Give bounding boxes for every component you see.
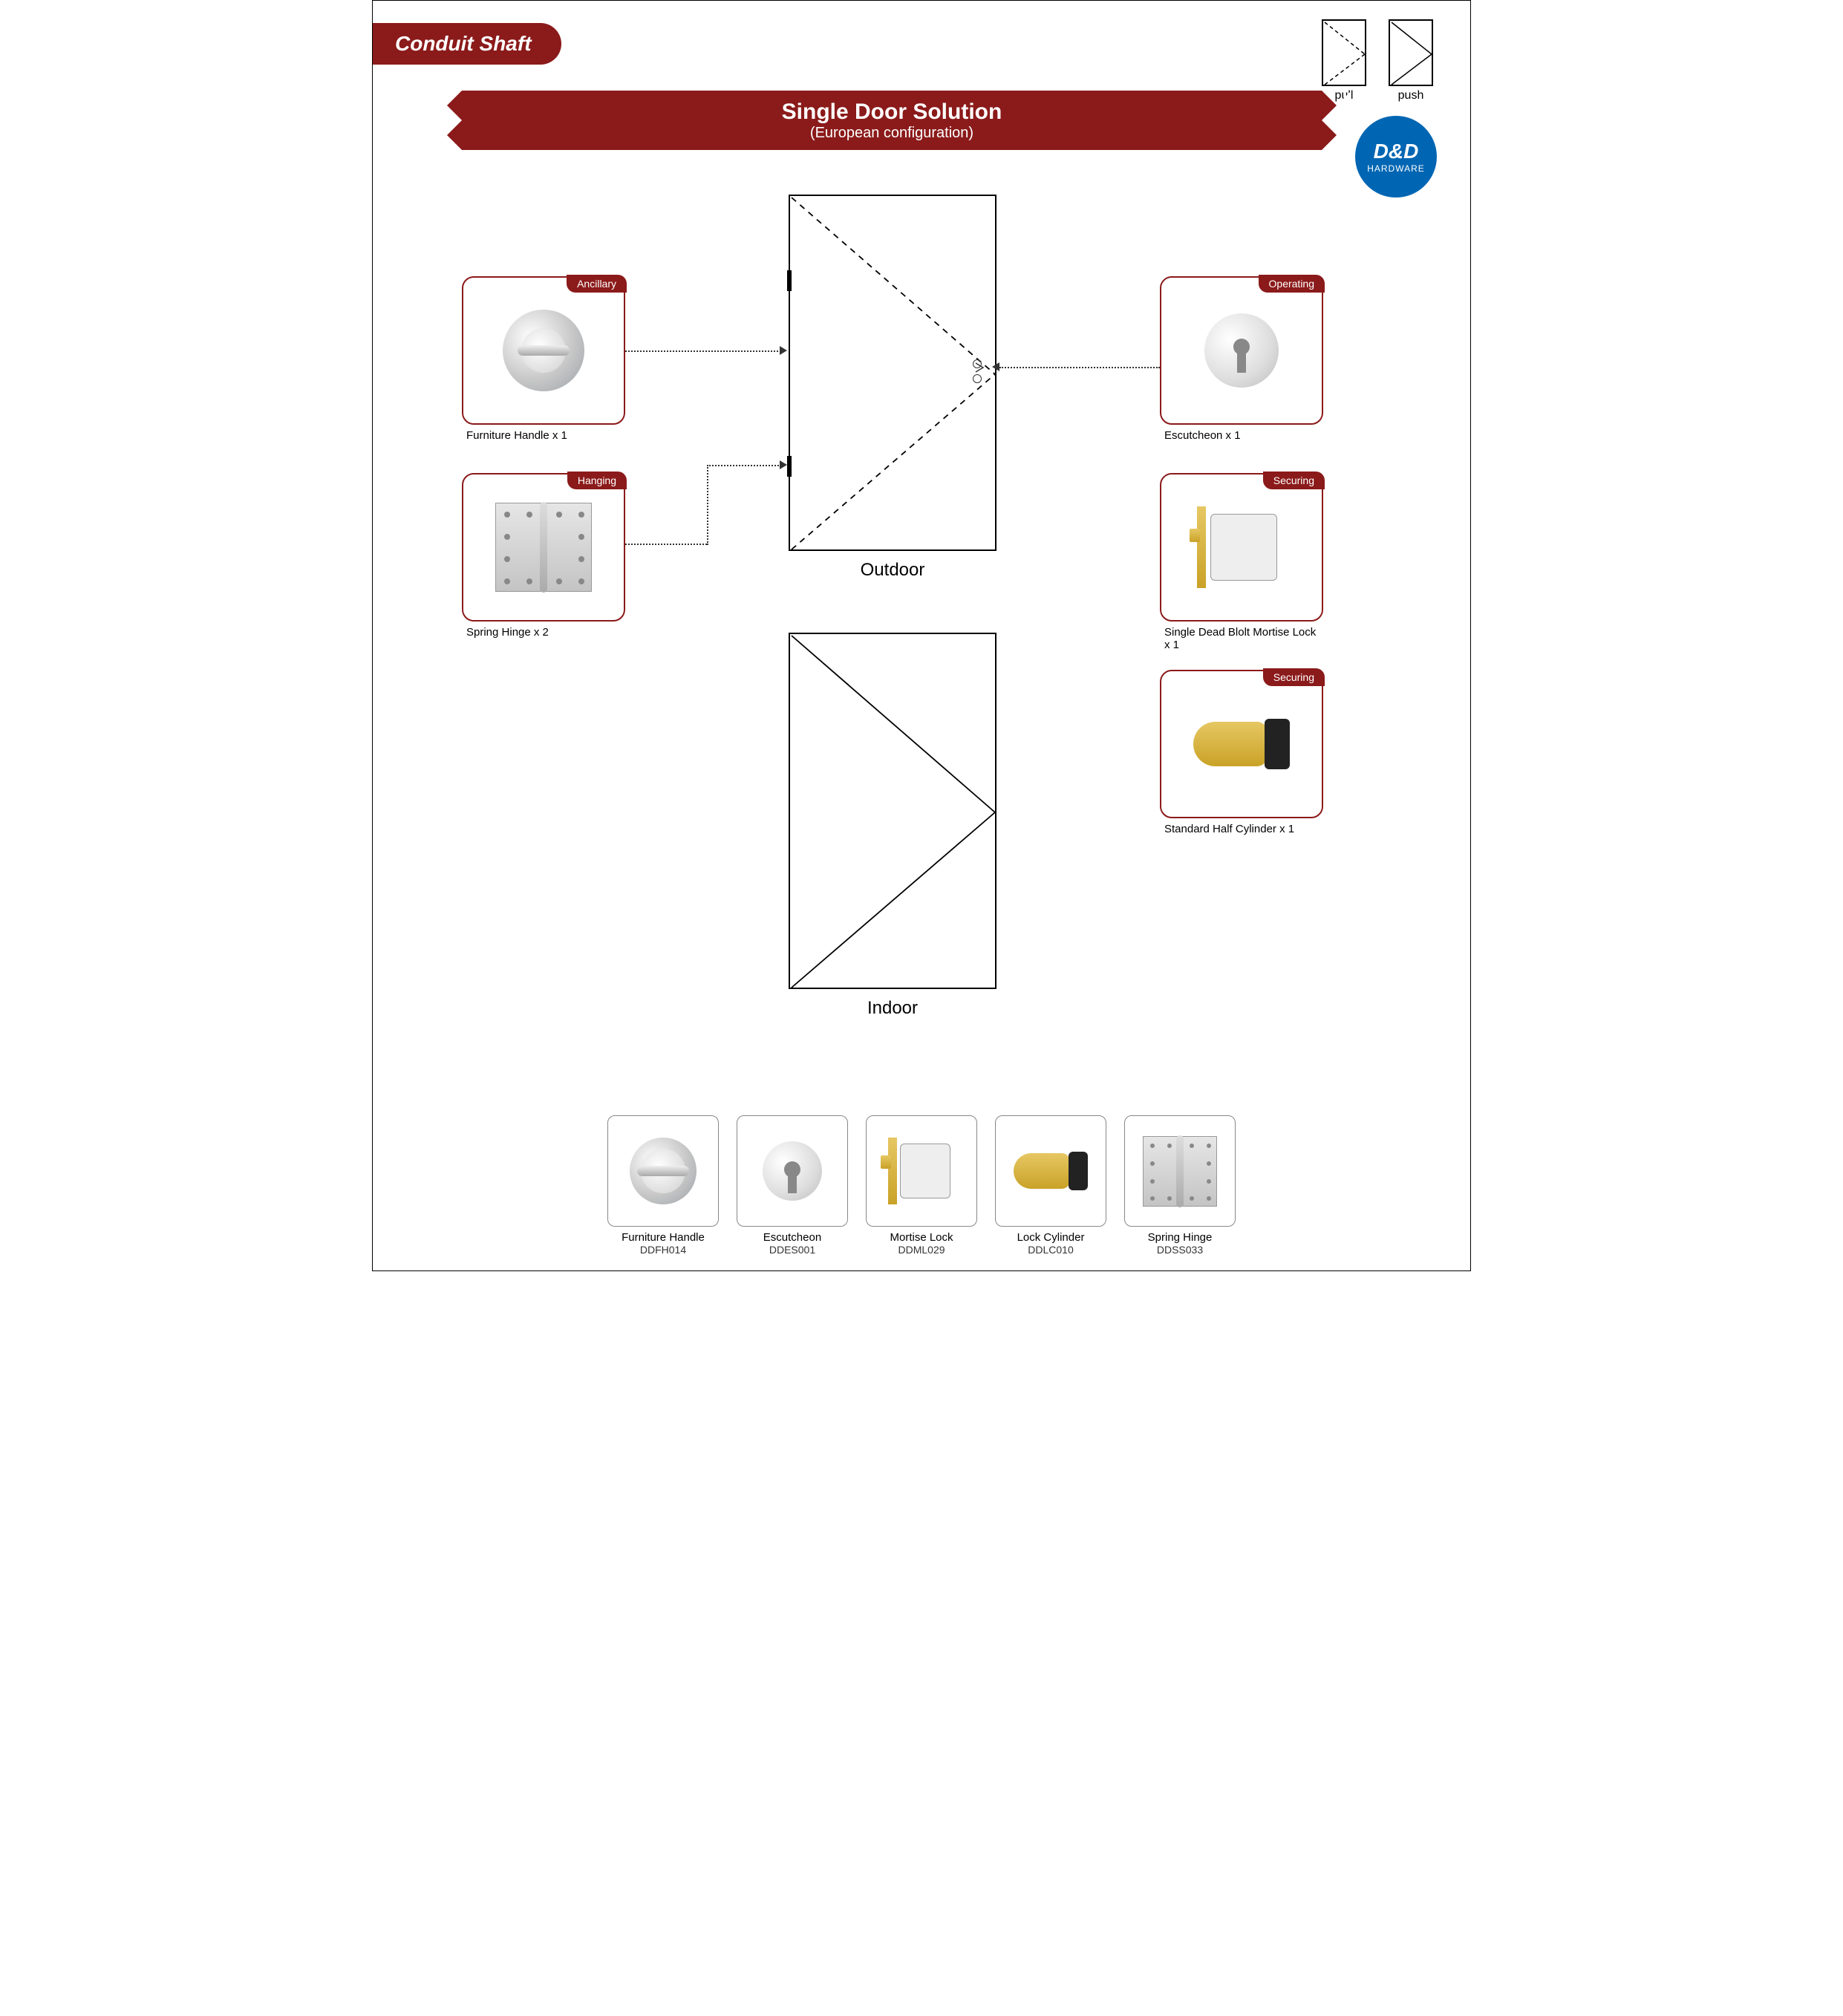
arrow-operating [992, 362, 999, 371]
strip-name-3: Lock Cylinder [995, 1231, 1106, 1244]
hinge-mark-bottom [787, 456, 792, 477]
logo-top: D&D [1374, 140, 1419, 163]
page: Conduit Shaft pull push [372, 0, 1471, 1271]
outdoor-door [789, 195, 996, 551]
card-operating: Operating Escutcheon x 1 [1160, 276, 1323, 442]
banner-wrap: Single Door Solution (European configura… [373, 91, 1470, 157]
card-tag-ancillary: Ancillary [567, 275, 627, 293]
strip-code-0: DDFH014 [607, 1244, 719, 1256]
card-tag-securing2: Securing [1263, 668, 1325, 686]
strip-code-1: DDES001 [737, 1244, 848, 1256]
card-securing-lock: Securing Single Dead Blolt Mortise Lock … [1160, 473, 1323, 651]
section-header: Conduit Shaft [373, 23, 561, 65]
caption-hanging: Spring Hinge x 2 [462, 626, 625, 639]
strip-handle-icon [630, 1138, 697, 1204]
card-box-securing2 [1160, 670, 1323, 818]
strip-escutcheon-icon [763, 1141, 822, 1201]
strip-name-2: Mortise Lock [866, 1231, 977, 1244]
card-tag-operating: Operating [1259, 275, 1325, 293]
strip-box-mortise [866, 1115, 977, 1227]
card-tag-hanging: Hanging [567, 472, 627, 489]
connector-operating [999, 367, 1160, 368]
connector-ancillary [625, 350, 781, 352]
banner-title: Single Door Solution [462, 100, 1322, 125]
product-strip: Furniture Handle DDFH014 Escutcheon DDES… [373, 1115, 1470, 1256]
strip-code-2: DDML029 [866, 1244, 977, 1256]
escutcheon-icon [1204, 313, 1279, 388]
banner: Single Door Solution (European configura… [462, 91, 1322, 150]
strip-item-4: Spring Hinge DDSS033 [1124, 1115, 1236, 1256]
outdoor-label: Outdoor [789, 560, 996, 581]
indoor-label: Indoor [789, 998, 996, 1019]
card-box-hanging [462, 473, 625, 622]
caption-securing2: Standard Half Cylinder x 1 [1160, 823, 1323, 835]
mortise-lock-icon [1197, 506, 1286, 588]
strip-box-hinge [1124, 1115, 1236, 1227]
strip-box-handle [607, 1115, 719, 1227]
card-hanging: Hanging Spring Hinge x 2 [462, 473, 625, 639]
strip-name-1: Escutcheon [737, 1231, 848, 1244]
arrow-hanging [780, 460, 787, 469]
hinge-mark-top [787, 270, 792, 291]
card-securing-cylinder: Securing Standard Half Cylinder x 1 [1160, 670, 1323, 835]
strip-box-escutcheon [737, 1115, 848, 1227]
card-box-ancillary [462, 276, 625, 425]
caption-operating: Escutcheon x 1 [1160, 429, 1323, 442]
indoor-door [789, 633, 996, 989]
lock-indicator-bottom [973, 374, 982, 383]
caption-securing1: Single Dead Blolt Mortise Lock x 1 [1160, 626, 1323, 651]
strip-item-3: Lock Cylinder DDLC010 [995, 1115, 1106, 1256]
strip-code-4: DDSS033 [1124, 1244, 1236, 1256]
strip-code-3: DDLC010 [995, 1244, 1106, 1256]
logo-bottom: HARDWARE [1367, 163, 1425, 174]
strip-box-cylinder [995, 1115, 1106, 1227]
push-icon [1389, 19, 1433, 86]
spring-hinge-icon [495, 503, 592, 592]
strip-name-0: Furniture Handle [607, 1231, 719, 1244]
caption-ancillary: Furniture Handle x 1 [462, 429, 625, 442]
connector-hanging-h2 [707, 465, 781, 466]
pull-icon [1322, 19, 1366, 86]
diagram-area: Outdoor Indoor Ancillary Furniture Handl… [373, 172, 1470, 1108]
strip-mortise-icon [888, 1138, 955, 1204]
cylinder-icon [1193, 714, 1290, 774]
strip-item-1: Escutcheon DDES001 [737, 1115, 848, 1256]
indicator-arrow-right [974, 362, 986, 373]
strip-hinge-icon [1143, 1136, 1217, 1207]
arrow-ancillary [780, 346, 787, 355]
strip-item-0: Furniture Handle DDFH014 [607, 1115, 719, 1256]
banner-subtitle: (European configuration) [462, 125, 1322, 142]
connector-hanging-v [707, 465, 708, 545]
card-tag-securing1: Securing [1263, 472, 1325, 489]
connector-hanging-h1 [625, 544, 707, 545]
card-ancillary: Ancillary Furniture Handle x 1 [462, 276, 625, 442]
card-box-securing1 [1160, 473, 1323, 622]
brand-logo: D&D HARDWARE [1355, 116, 1437, 198]
strip-item-2: Mortise Lock DDML029 [866, 1115, 977, 1256]
card-box-operating [1160, 276, 1323, 425]
furniture-handle-icon [503, 310, 584, 391]
strip-name-4: Spring Hinge [1124, 1231, 1236, 1244]
strip-cylinder-icon [1014, 1149, 1088, 1193]
